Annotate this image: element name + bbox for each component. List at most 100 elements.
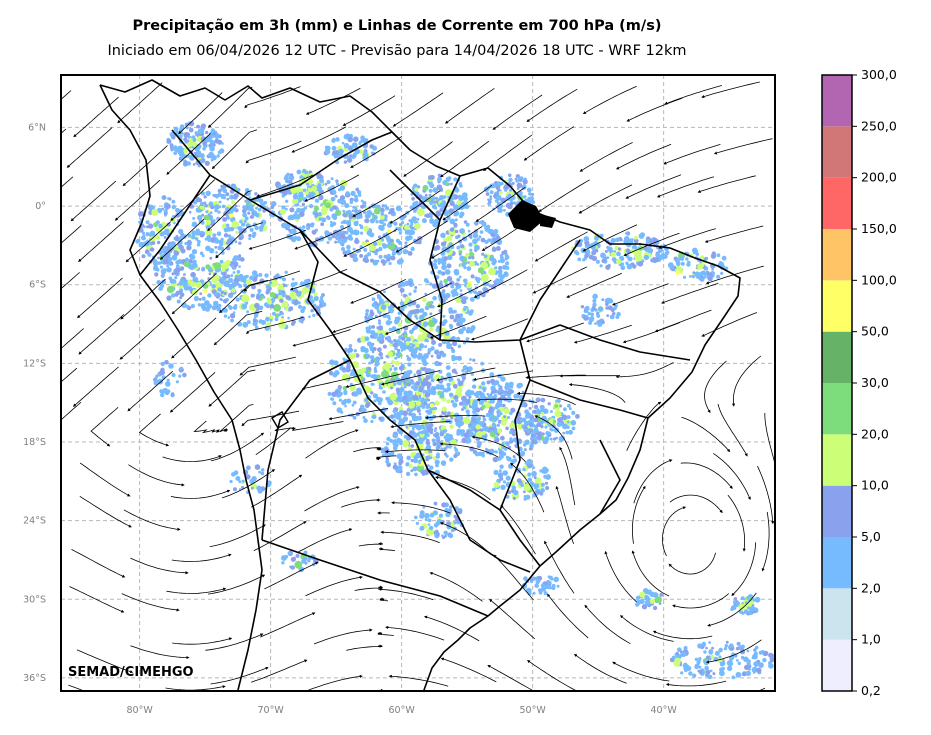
precip-cell <box>407 362 412 367</box>
precip-cell <box>472 409 476 413</box>
streamline <box>304 676 359 691</box>
precip-cell <box>320 222 325 227</box>
streamline <box>130 645 185 658</box>
streamline <box>305 577 359 597</box>
precip-cell <box>540 583 546 588</box>
precip-cell <box>398 398 403 403</box>
precip-cell <box>382 313 388 319</box>
precip-cell <box>404 229 410 235</box>
precip-cell <box>400 307 405 312</box>
precip-cell <box>254 212 260 218</box>
precip-cell <box>142 225 146 229</box>
precip-cell <box>625 231 628 235</box>
streamline <box>378 588 434 601</box>
streamline <box>73 180 117 219</box>
precip-cell <box>508 177 513 183</box>
precip-cell <box>365 241 370 247</box>
precip-cell <box>334 391 339 395</box>
precip-cell <box>365 353 371 359</box>
colorbar-swatch <box>822 331 852 383</box>
streamline <box>210 435 261 462</box>
streamline-arrow <box>170 217 175 221</box>
precip-cell <box>588 254 594 260</box>
precip-cell <box>493 417 498 422</box>
streamline <box>764 412 775 466</box>
precip-cell <box>498 454 504 459</box>
precip-cell <box>397 322 403 327</box>
precip-cell <box>768 652 774 658</box>
precip-cell <box>365 309 370 313</box>
precip-cell <box>156 240 161 245</box>
precip-cell <box>211 284 216 289</box>
precip-cell <box>344 347 349 353</box>
precip-cell <box>354 194 358 199</box>
precip-cell <box>229 479 233 484</box>
precip-cell <box>525 414 529 419</box>
precip-cell <box>502 480 506 484</box>
precip-cell <box>179 266 185 271</box>
precip-cell <box>594 248 599 253</box>
streamline <box>662 507 682 557</box>
precip-cell <box>260 471 265 476</box>
precip-cell <box>363 225 370 232</box>
map-content: SEMAD/CIMEHGO <box>61 75 775 691</box>
precip-cell <box>426 197 432 202</box>
streamline <box>587 607 631 645</box>
precip-cell <box>189 254 196 260</box>
precip-cell <box>748 667 751 671</box>
precip-cell <box>353 349 357 353</box>
streamline <box>68 684 85 691</box>
streamline <box>171 555 228 562</box>
precip-cell <box>192 276 199 283</box>
precip-cell <box>453 177 458 182</box>
precip-cell <box>548 586 552 590</box>
precip-cell <box>302 556 308 562</box>
streamline <box>710 265 764 283</box>
precip-cell <box>494 436 498 440</box>
precip-cell <box>461 202 465 206</box>
precip-cell <box>412 466 417 472</box>
precip-cell <box>233 255 239 261</box>
precip-cell <box>160 367 165 372</box>
precip-cell <box>285 199 289 203</box>
precip-cell <box>437 282 444 289</box>
precip-cell <box>332 205 337 210</box>
precip-cell <box>476 263 480 266</box>
precip-cell <box>643 254 649 261</box>
precip-cell <box>525 494 531 500</box>
precip-cell <box>247 466 250 470</box>
precip-cell <box>313 292 318 297</box>
precip-cell <box>475 407 481 413</box>
precip-cell <box>626 263 633 270</box>
precip-cell <box>495 246 501 251</box>
precip-cell <box>710 655 715 659</box>
precip-cell <box>173 250 179 257</box>
precip-cell <box>480 237 486 243</box>
precip-cell <box>346 398 352 404</box>
precip-cell <box>521 417 527 423</box>
precip-cell <box>591 306 596 310</box>
streamline <box>757 465 773 520</box>
precip-cell <box>148 232 154 238</box>
precip-cell <box>370 419 374 424</box>
precip-cell <box>673 659 681 667</box>
precip-cell <box>218 303 222 308</box>
precip-cell <box>313 206 319 212</box>
precip-cell <box>163 209 168 213</box>
precip-cell <box>212 143 216 147</box>
precip-cell <box>375 220 379 224</box>
colorbar-label: 50,0 <box>861 324 889 339</box>
precip-cell <box>497 259 501 263</box>
precip-cell <box>446 399 451 404</box>
precip-cell <box>605 302 609 307</box>
precip-cell <box>304 190 309 196</box>
streamline-arrow <box>612 661 617 665</box>
precip-cell <box>213 292 218 297</box>
precip-cell <box>188 121 195 127</box>
streamline <box>626 404 658 451</box>
precip-cell <box>422 311 428 317</box>
precip-cell <box>438 513 444 518</box>
precip-cell <box>511 181 515 185</box>
precip-cell <box>499 451 503 455</box>
precip-cell <box>495 402 501 408</box>
